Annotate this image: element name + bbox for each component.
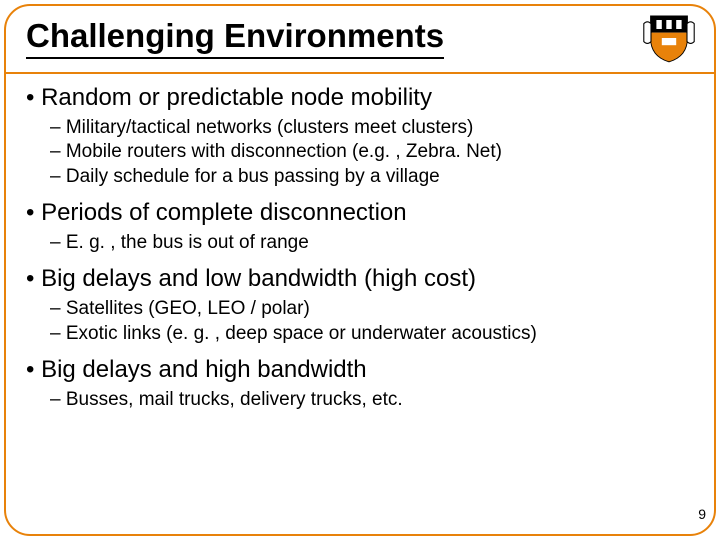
bullet-text: Random or predictable node mobility [41, 84, 432, 111]
bullet-item: • Big delays and high bandwidth [26, 356, 700, 384]
sub-bullet-item: – E. g. , the bus is out of range [50, 231, 700, 255]
sub-bullet-item: – Busses, mail trucks, delivery trucks, … [50, 388, 700, 412]
sub-bullet-item: – Military/tactical networks (clusters m… [50, 116, 700, 140]
bullet-item: • Random or predictable node mobility [26, 84, 700, 112]
bullet-text: Big delays and high bandwidth [41, 356, 367, 383]
slide-content: • Random or predictable node mobility – … [26, 82, 700, 520]
bullet-text: Big delays and low bandwidth (high cost) [41, 265, 476, 292]
title-bar: Challenging Environments [12, 6, 708, 70]
page-number: 9 [698, 506, 706, 522]
sub-bullet-item: – Mobile routers with disconnection (e.g… [50, 140, 700, 164]
princeton-shield-icon [640, 9, 698, 67]
bullet-item: • Periods of complete disconnection [26, 199, 700, 227]
bullet-text: Periods of complete disconnection [41, 199, 407, 226]
sub-bullet-item: – Satellites (GEO, LEO / polar) [50, 297, 700, 321]
title-divider [6, 72, 714, 74]
sub-bullet-item: – Exotic links (e. g. , deep space or un… [50, 322, 700, 346]
bullet-item: • Big delays and low bandwidth (high cos… [26, 265, 700, 293]
slide-title: Challenging Environments [26, 17, 444, 59]
sub-bullet-item: – Daily schedule for a bus passing by a … [50, 165, 700, 189]
